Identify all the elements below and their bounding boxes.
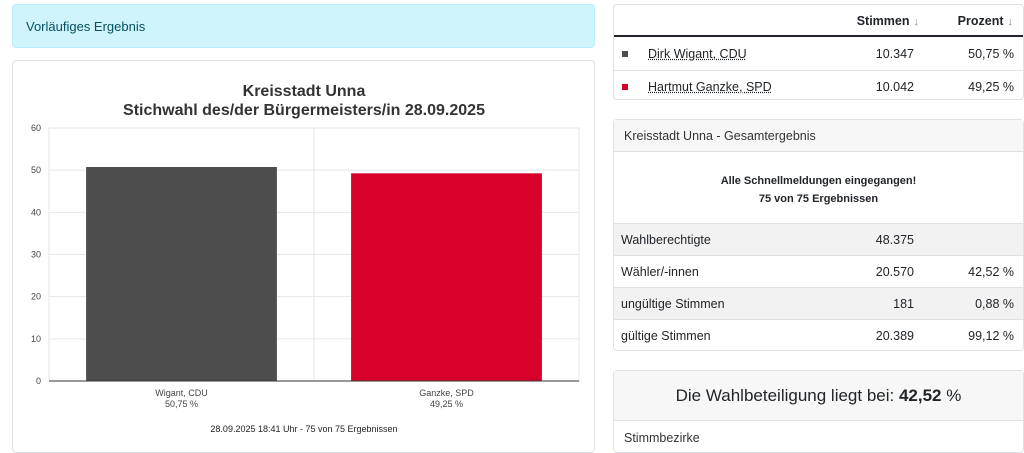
candidate-percent: 49,25 % — [968, 80, 1014, 94]
bar — [351, 173, 542, 381]
bar — [86, 167, 277, 381]
stat-row-eligible: Wahlberechtigte 48.375 — [614, 223, 1023, 255]
stat-row-valid: gültige Stimmen 20.389 99,12 % — [614, 319, 1023, 351]
stat-value: 181 — [893, 297, 914, 311]
party-color-square-icon — [622, 84, 628, 90]
stat-value: 20.570 — [875, 265, 914, 279]
y-tick-label: 0 — [36, 376, 41, 386]
stat-value: 20.389 — [875, 329, 914, 343]
turnout-value: 42,52 — [898, 386, 942, 405]
chart-footer: 28.09.2025 18:41 Uhr - 75 von 75 Ergebni… — [210, 424, 397, 434]
turnout-unit: % — [946, 386, 962, 405]
y-tick-label: 60 — [31, 123, 41, 133]
stat-label: ungültige Stimmen — [621, 297, 725, 311]
candidate-name-link[interactable]: Dirk Wigant, CDU — [648, 47, 747, 61]
candidate-votes: 10.042 — [875, 80, 914, 94]
stat-label: Wähler/-innen — [621, 265, 699, 279]
x-tick-percent-label: 49,25 % — [430, 399, 463, 409]
turnout-card: Die Wahlbeteiligung liegt bei: 42,52 % S… — [613, 370, 1024, 453]
reporting-status-message: Alle Schnellmeldungen eingegangen! 75 vo… — [614, 172, 1023, 208]
percent-column-header[interactable]: Prozent ↓ — [957, 14, 1014, 28]
turnout-statement: Die Wahlbeteiligung liegt bei: 42,52 % — [614, 371, 1023, 421]
sort-arrow-icon[interactable]: ↓ — [1007, 16, 1014, 28]
reporting-status-line: Alle Schnellmeldungen eingegangen! — [720, 175, 917, 187]
stat-percent: 0,88 % — [975, 297, 1014, 311]
votes-column-header[interactable]: Stimmen ↓ — [856, 14, 920, 28]
table-row: Hartmut Ganzke, SPD 10.042 49,25 % — [614, 72, 1023, 104]
y-tick-label: 20 — [31, 292, 41, 302]
result-chart-card: Kreisstadt Unna Stichwahl des/der Bürgerm… — [12, 60, 595, 453]
polling-districts-header[interactable]: Stimmbezirke — [624, 431, 700, 445]
result-bar-chart: Kreisstadt Unna Stichwahl des/der Bürgerm… — [31, 83, 580, 434]
candidate-percent: 50,75 % — [968, 47, 1014, 61]
party-color-square-icon — [622, 51, 628, 57]
stat-row-voters: Wähler/-innen 20.570 42,52 % — [614, 255, 1023, 287]
stat-row-invalid: ungültige Stimmen 181 0,88 % — [614, 287, 1023, 319]
reporting-count-line: 75 von 75 Ergebnissen — [758, 193, 879, 205]
stat-label: Wahlberechtigte — [621, 233, 711, 247]
y-tick-label: 30 — [31, 250, 41, 260]
y-tick-label: 40 — [31, 207, 41, 217]
candidate-name-link[interactable]: Hartmut Ganzke, SPD — [648, 80, 772, 94]
stat-value: 48.375 — [875, 233, 914, 247]
overall-result-title: Kreisstadt Unna - Gesamtergebnis — [614, 120, 1023, 152]
x-tick-label: Ganzke, SPD — [419, 388, 474, 398]
stat-percent: 99,12 % — [968, 329, 1014, 343]
stat-percent: 42,52 % — [968, 265, 1014, 279]
table-row: Dirk Wigant, CDU 10.347 50,75 % — [614, 39, 1023, 71]
overall-result-card: Kreisstadt Unna - Gesamtergebnis Alle Sc… — [613, 119, 1024, 351]
sort-arrow-icon[interactable]: ↓ — [913, 16, 920, 28]
table-header: Stimmen ↓ Prozent ↓ — [614, 5, 1023, 37]
turnout-prefix: Die Wahlbeteiligung liegt bei: — [675, 386, 895, 405]
preliminary-result-banner: Vorläufiges Ergebnis — [12, 4, 595, 48]
y-tick-label: 10 — [31, 334, 41, 344]
x-tick-percent-label: 50,75 % — [165, 399, 198, 409]
candidate-votes: 10.347 — [875, 47, 914, 61]
chart-title: Kreisstadt Unna — [243, 83, 366, 100]
y-tick-label: 50 — [31, 165, 41, 175]
candidate-results-table: Stimmen ↓ Prozent ↓ Dirk Wigant, CDU 10.34… — [613, 4, 1024, 100]
x-tick-label: Wigant, CDU — [155, 388, 208, 398]
stat-label: gültige Stimmen — [621, 329, 711, 343]
preliminary-result-label: Vorläufiges Ergebnis — [26, 19, 146, 34]
chart-subtitle: Stichwahl des/der Bürgermeisters/in 28.0… — [123, 102, 485, 119]
